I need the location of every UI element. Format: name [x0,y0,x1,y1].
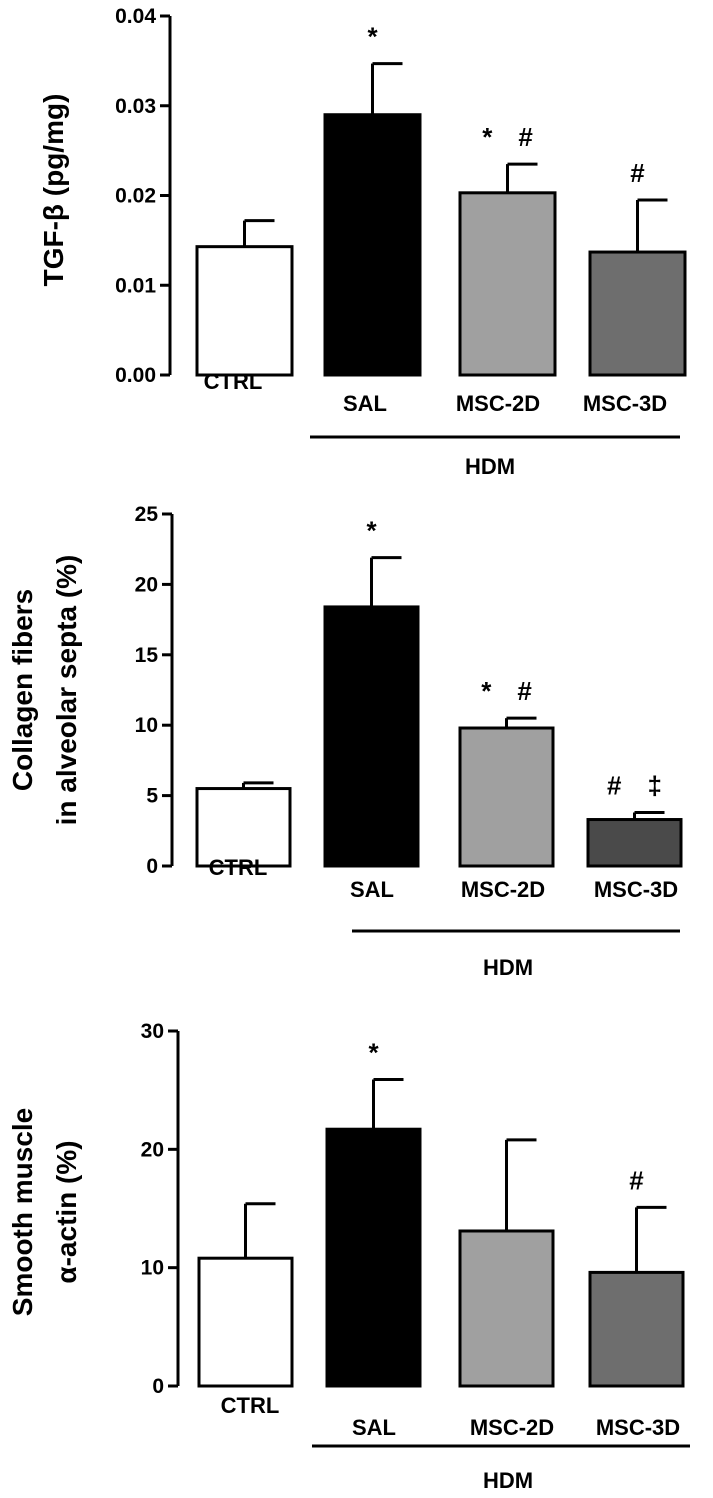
y-axis-title-line: TGF-β (pg/mg) [38,94,69,287]
bar-sal [323,113,422,377]
y-tick-label: 0 [152,1375,164,1398]
y-axis-title: Smooth muscle α-actin (%) [7,1108,82,1316]
category-label: CTRL [204,369,263,394]
y-tick-label: 0.01 [115,274,156,297]
y-axis-title-line-2: in alveolar septa (%) [51,555,82,826]
y-tick-label: 0.03 [115,95,156,118]
bar-sal [323,605,420,868]
y-tick-label: 5 [146,785,158,808]
y-tick-label: 10 [135,714,158,737]
significance-marker: * [366,516,377,546]
category-label: CTRL [221,1393,280,1418]
category-label: SAL [350,877,394,902]
bar-msc-2d [458,726,555,868]
y-tick-label: 30 [141,1020,164,1043]
bar-sal [325,1127,422,1388]
group-label: HDM [465,454,515,479]
category-label: MSC-2D [470,1415,554,1440]
significance-marker: # [630,158,645,188]
alpha-actin-chart: Smooth muscle α-actin (%) HDM 0 10 20 30 CTR… [7,1020,690,1493]
group-label: HDM [483,955,533,980]
category-label: SAL [343,391,387,416]
y-tick-label: 10 [141,1257,164,1280]
tgf-beta-chart: TGF-β (pg/mg) HDM 0.00 0.01 0.02 0.03 0.04 CT… [38,5,687,479]
category-label: MSC-3D [596,1415,680,1440]
significance-marker: * [367,22,378,52]
significance-marker: * [368,1038,379,1068]
significance-marker: # [629,1165,644,1195]
bar-msc-2d [458,1229,555,1388]
y-axis-title: TGF-β (pg/mg) [38,94,69,287]
bar-msc-3d [588,250,687,377]
group-label: HDM [483,1468,533,1493]
category-label: MSC-2D [461,877,545,902]
category-label: CTRL [209,855,268,880]
y-tick-label: 20 [141,1138,164,1161]
category-label: MSC-2D [456,391,540,416]
y-axis-title-line-2: α-actin (%) [51,1140,82,1283]
bar-ctrl [195,245,294,377]
bar-msc-3d [586,818,683,868]
significance-marker: * # [481,676,532,706]
category-label: SAL [352,1415,396,1440]
significance-marker: * # [482,122,533,152]
y-axis-title: Collagen fibers in alveolar septa (%) [7,555,82,826]
y-axis-title-line-1: Collagen fibers [7,589,38,791]
y-tick-label: 20 [135,573,158,596]
bar-ctrl [197,1256,294,1388]
collagen-fibers-chart: Collagen fibers in alveolar septa (%) HD… [7,503,683,980]
bar-msc-3d [588,1270,685,1388]
y-axis-title-line-1: Smooth muscle [7,1108,38,1316]
bar-msc-2d [458,191,557,377]
y-tick-label: 0.02 [115,185,156,208]
y-tick-label: 0.04 [115,5,156,28]
category-label: MSC-3D [594,877,678,902]
y-tick-label: 0 [146,855,158,878]
significance-marker: # ‡ [607,770,662,800]
y-tick-label: 15 [135,644,159,667]
y-tick-label: 25 [135,503,159,526]
y-tick-label: 0.00 [115,364,156,387]
category-label: MSC-3D [583,391,667,416]
bar-ctrl [195,787,292,868]
